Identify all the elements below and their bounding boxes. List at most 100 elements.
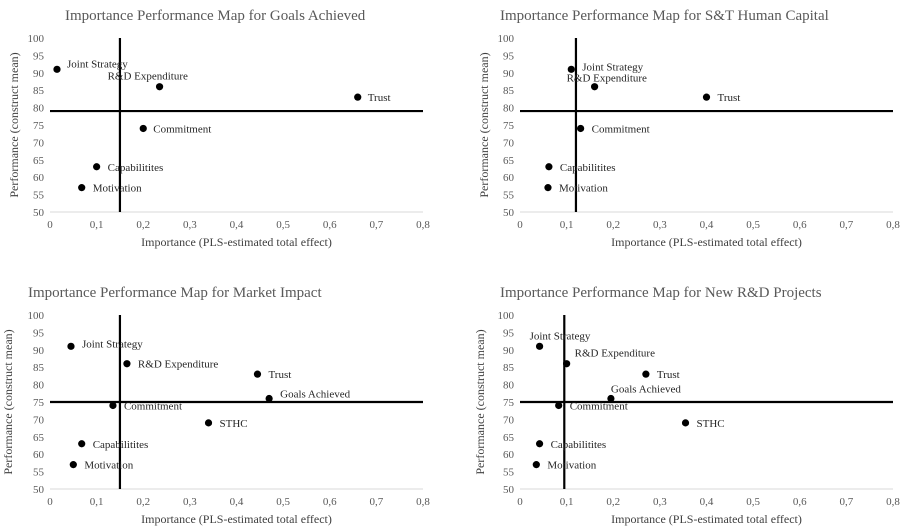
y-axis-label: Performance (construct mean) <box>1 329 15 474</box>
x-tick-label: 0,6 <box>323 219 337 231</box>
x-tick-label: 0,2 <box>606 496 620 508</box>
y-axis-label: Performance (construct mean) <box>7 52 21 197</box>
chart-title: Importance Performance Map for New R&D P… <box>500 285 822 301</box>
y-tick-label: 90 <box>33 68 45 80</box>
y-tick-label: 90 <box>33 345 45 357</box>
x-tick-label: 0,5 <box>276 496 290 508</box>
y-tick-label: 60 <box>33 172 45 184</box>
data-point-label: R&D Expenditure <box>575 348 655 360</box>
data-point <box>78 440 86 448</box>
data-point <box>69 461 77 469</box>
x-tick-label: 0,8 <box>886 496 900 508</box>
x-axis-label: Importance (PLS-estimated total effect) <box>141 512 332 526</box>
y-tick-label: 90 <box>503 68 515 80</box>
y-tick-label: 55 <box>503 190 515 202</box>
y-tick-label: 95 <box>33 327 45 339</box>
y-tick-label: 100 <box>28 310 45 322</box>
data-point <box>545 163 553 171</box>
data-point-label: Commitment <box>570 400 628 412</box>
x-tick-label: 0 <box>517 219 523 231</box>
y-tick-label: 90 <box>503 345 515 357</box>
y-tick-label: 85 <box>33 362 45 374</box>
x-tick-label: 0,4 <box>700 219 714 231</box>
data-point-label: Goals Achieved <box>611 384 681 396</box>
data-point <box>702 93 711 101</box>
data-point-label: Commitment <box>153 123 211 135</box>
data-point <box>642 370 650 378</box>
data-point <box>591 83 599 91</box>
y-tick-label: 80 <box>33 103 45 115</box>
y-tick-label: 70 <box>33 414 45 426</box>
data-point-label: Joint Strategy <box>82 338 143 350</box>
chart-title: Importance Performance Map for Goals Ach… <box>65 8 366 24</box>
x-tick-label: 0,7 <box>840 496 854 508</box>
data-point <box>535 342 544 350</box>
y-tick-label: 80 <box>503 380 515 392</box>
x-tick-label: 0,4 <box>230 496 244 508</box>
y-tick-label: 80 <box>503 103 515 115</box>
data-point-label: Joint Strategy <box>582 61 643 73</box>
y-tick-label: 75 <box>33 397 45 409</box>
data-point-label: R&D Expenditure <box>567 73 647 85</box>
x-axis-label: Importance (PLS-estimated total effect) <box>141 235 332 249</box>
data-point <box>78 184 86 192</box>
x-tick-label: 0,2 <box>136 496 150 508</box>
y-axis-label: Performance (construct mean) <box>477 52 491 197</box>
x-tick-label: 0,7 <box>370 219 384 231</box>
x-tick-label: 0 <box>517 496 523 508</box>
data-point <box>535 440 544 448</box>
x-tick-label: 0,6 <box>793 496 807 508</box>
data-point <box>123 360 131 368</box>
y-tick-label: 50 <box>33 484 45 496</box>
chart-new-rd-projects: Importance Performance Map for New R&D P… <box>473 285 900 526</box>
y-tick-label: 100 <box>498 33 515 45</box>
data-point <box>109 401 117 410</box>
x-tick-label: 0,7 <box>370 496 384 508</box>
data-point <box>563 360 571 368</box>
y-tick-label: 100 <box>498 310 515 322</box>
data-point <box>265 394 273 403</box>
data-point <box>567 65 575 73</box>
data-point-label: Motivation <box>547 460 596 472</box>
chart-goals-achieved: Importance Performance Map for Goals Ach… <box>7 8 430 249</box>
y-tick-label: 85 <box>503 85 515 97</box>
y-tick-label: 70 <box>503 414 515 426</box>
y-tick-label: 65 <box>33 155 45 167</box>
y-tick-label: 85 <box>33 85 45 97</box>
data-point <box>155 83 164 91</box>
data-point-label: Trust <box>268 369 291 381</box>
x-tick-label: 0,4 <box>700 496 714 508</box>
data-point-label: R&D Expenditure <box>108 71 188 83</box>
data-point <box>681 419 690 427</box>
x-tick-label: 0,4 <box>230 219 244 231</box>
y-tick-label: 95 <box>33 50 45 62</box>
y-tick-label: 95 <box>503 50 515 62</box>
x-tick-label: 0,5 <box>276 219 290 231</box>
x-tick-label: 0,2 <box>606 219 620 231</box>
x-tick-label: 0,6 <box>323 496 337 508</box>
data-point <box>253 370 262 378</box>
data-point-label: Joint Strategy <box>67 58 128 70</box>
y-tick-label: 55 <box>503 467 515 479</box>
data-point-label: Motivation <box>559 183 608 195</box>
y-tick-label: 60 <box>503 172 515 184</box>
data-point <box>577 124 585 133</box>
y-tick-label: 70 <box>503 137 515 149</box>
x-tick-label: 0,1 <box>90 219 104 231</box>
x-axis-label: Importance (PLS-estimated total effect) <box>611 512 802 526</box>
x-axis-label: Importance (PLS-estimated total effect) <box>611 235 802 249</box>
y-tick-label: 50 <box>503 207 515 219</box>
data-point <box>67 342 75 350</box>
x-tick-label: 0,8 <box>886 219 900 231</box>
x-tick-label: 0,8 <box>416 496 430 508</box>
data-point <box>93 163 101 171</box>
data-point-label: R&D Expenditure <box>138 359 218 371</box>
data-point-label: Joint Strategy <box>530 330 591 342</box>
data-point-label: Capabilitites <box>560 162 616 174</box>
x-tick-label: 0,1 <box>560 219 574 231</box>
y-tick-label: 70 <box>33 137 45 149</box>
data-point <box>555 401 563 410</box>
x-tick-label: 0,6 <box>793 219 807 231</box>
x-tick-label: 0,2 <box>136 219 150 231</box>
chart-title: Importance Performance Map for Market Im… <box>28 285 322 301</box>
